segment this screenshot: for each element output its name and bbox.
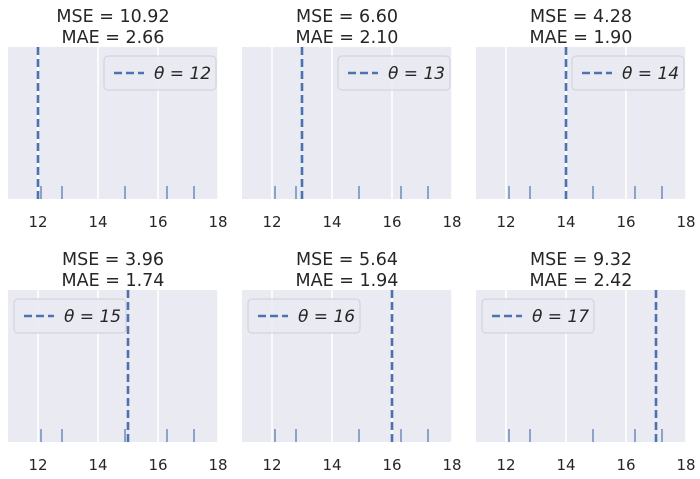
- subplot-title-line-2: MAE = 2.66: [62, 28, 165, 48]
- legend-label: θ = 15: [64, 307, 121, 327]
- x-tick-label-12: 12: [496, 456, 515, 474]
- legend-label: θ = 14: [622, 64, 679, 84]
- legend-label: θ = 16: [298, 307, 355, 327]
- subplot-title-line-2: MAE = 1.90: [530, 28, 633, 48]
- x-tick-label-16: 16: [616, 456, 635, 474]
- subplot-title-line-1: MSE = 5.64: [296, 250, 398, 270]
- legend: θ = 13: [337, 55, 451, 91]
- x-tick-label-14: 14: [322, 213, 341, 231]
- x-tick-label-14: 14: [88, 456, 107, 474]
- x-tick-label-18: 18: [208, 213, 227, 231]
- x-tick-label-14: 14: [88, 213, 107, 231]
- x-tick-label-16: 16: [382, 213, 401, 231]
- x-tick-label-12: 12: [28, 456, 47, 474]
- x-tick-label-18: 18: [676, 213, 695, 231]
- legend: θ = 17: [481, 298, 595, 334]
- legend-box: [103, 55, 217, 91]
- x-tick-label-18: 18: [676, 456, 695, 474]
- x-tick-label-14: 14: [556, 213, 575, 231]
- legend: θ = 14: [571, 55, 685, 91]
- x-tick-label-16: 16: [148, 213, 167, 231]
- x-tick-label-12: 12: [28, 213, 47, 231]
- legend-box: [571, 55, 685, 91]
- subplot-title-line-2: MAE = 1.94: [296, 271, 399, 291]
- legend-label: θ = 17: [532, 307, 589, 327]
- x-tick-label-16: 16: [616, 213, 635, 231]
- subplot-title-line-1: MSE = 10.92: [56, 7, 169, 27]
- legend-box: [13, 298, 127, 334]
- subplot-title-line-2: MAE = 1.74: [62, 271, 165, 291]
- x-tick-label-12: 12: [496, 213, 515, 231]
- legend-label: θ = 13: [388, 64, 445, 84]
- x-tick-label-18: 18: [442, 213, 461, 231]
- legend: θ = 12: [103, 55, 217, 91]
- subplot-title-line-1: MSE = 6.60: [296, 7, 398, 27]
- subplot-title-line-2: MAE = 2.10: [296, 28, 399, 48]
- x-tick-label-12: 12: [262, 213, 281, 231]
- x-tick-label-18: 18: [442, 456, 461, 474]
- subplot-title-line-2: MAE = 2.42: [530, 271, 633, 291]
- subplot-title-line-1: MSE = 3.96: [62, 250, 164, 270]
- x-tick-label-12: 12: [262, 456, 281, 474]
- legend-box: [337, 55, 451, 91]
- x-tick-label-16: 16: [148, 456, 167, 474]
- legend: θ = 15: [13, 298, 127, 334]
- legend-box: [481, 298, 595, 334]
- legend: θ = 16: [247, 298, 361, 334]
- legend-label: θ = 12: [154, 64, 211, 84]
- legend-box: [247, 298, 361, 334]
- x-tick-label-16: 16: [382, 456, 401, 474]
- subplot-title-line-1: MSE = 9.32: [530, 250, 632, 270]
- subplot-title-line-1: MSE = 4.28: [530, 7, 632, 27]
- x-tick-label-14: 14: [556, 456, 575, 474]
- x-tick-label-14: 14: [322, 456, 341, 474]
- x-tick-label-18: 18: [208, 456, 227, 474]
